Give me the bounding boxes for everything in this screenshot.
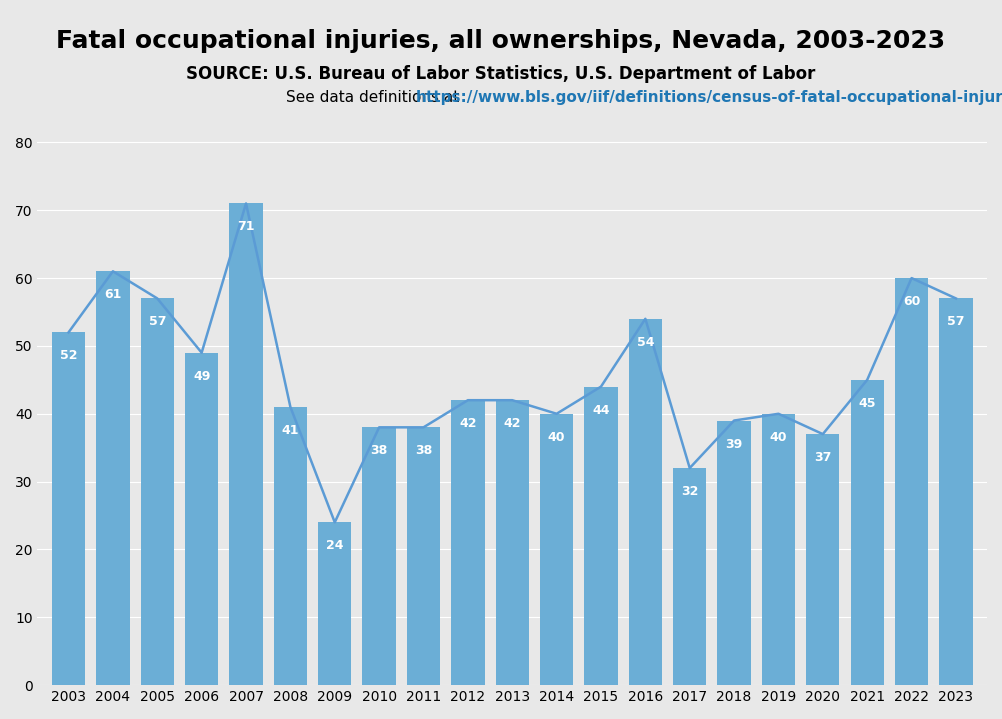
Bar <box>628 319 662 685</box>
Bar <box>229 203 263 685</box>
Bar <box>939 298 973 685</box>
Text: 38: 38 <box>371 444 388 457</box>
Text: 38: 38 <box>415 444 432 457</box>
Text: Fatal occupational injuries, all ownerships, Nevada, 2003-2023: Fatal occupational injuries, all ownersh… <box>56 29 946 52</box>
Bar <box>407 427 440 685</box>
Bar <box>496 400 529 685</box>
Text: 42: 42 <box>503 417 521 430</box>
Text: 37: 37 <box>815 451 832 464</box>
Bar <box>185 353 218 685</box>
Bar <box>363 427 396 685</box>
Bar <box>274 407 307 685</box>
Text: SOURCE: U.S. Bureau of Labor Statistics, U.S. Department of Labor: SOURCE: U.S. Bureau of Labor Statistics,… <box>186 65 816 83</box>
Text: 42: 42 <box>459 417 477 430</box>
Bar <box>52 332 85 685</box>
Text: 40: 40 <box>770 431 788 444</box>
Text: 40: 40 <box>548 431 565 444</box>
Text: 61: 61 <box>104 288 121 301</box>
Bar <box>762 413 796 685</box>
Bar <box>851 380 884 685</box>
Text: 49: 49 <box>193 370 210 383</box>
Text: 52: 52 <box>60 349 77 362</box>
Text: 39: 39 <box>725 437 742 451</box>
Bar <box>717 421 750 685</box>
Text: See data definitions at: See data definitions at <box>286 90 464 105</box>
Bar <box>140 298 174 685</box>
Text: 57: 57 <box>947 316 965 329</box>
Text: 32: 32 <box>681 485 698 498</box>
Bar <box>584 387 617 685</box>
Text: 44: 44 <box>592 403 610 416</box>
Text: 45: 45 <box>859 397 876 410</box>
Bar <box>807 434 840 685</box>
Text: https://www.bls.gov/iif/definitions/census-of-fatal-occupational-injuries-defini: https://www.bls.gov/iif/definitions/cens… <box>416 90 1002 105</box>
Text: 57: 57 <box>148 316 166 329</box>
Text: 60: 60 <box>903 295 920 308</box>
Text: 24: 24 <box>326 539 344 552</box>
Text: 71: 71 <box>237 221 255 234</box>
Bar <box>673 468 706 685</box>
Text: 54: 54 <box>636 336 654 349</box>
Text: 41: 41 <box>282 424 300 437</box>
Bar <box>96 271 129 685</box>
Bar <box>895 278 928 685</box>
Bar <box>318 522 352 685</box>
Bar <box>540 413 573 685</box>
Bar <box>451 400 485 685</box>
